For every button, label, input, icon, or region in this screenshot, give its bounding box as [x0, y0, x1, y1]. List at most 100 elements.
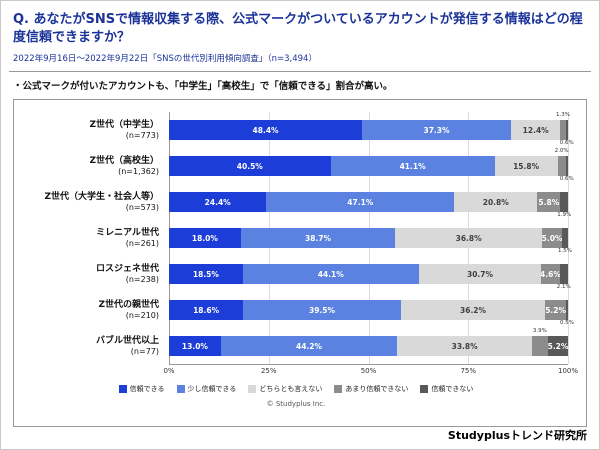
category-label: ロスジェネ世代 (n=238) [24, 264, 169, 285]
table-row: バブル世代以上 (n=77) 13.0% 44.2% 33.8% 3.9% 5.2% [24, 328, 569, 364]
chart-container: Z世代（中学生） (n=773) 48.4% 37.3% 12.4% 1.3% 0.6% Z世… [13, 99, 587, 428]
segment-value-label-outside: 0.6% [559, 176, 574, 183]
stacked-bar: 18.6% 39.5% 36.2% 5.2% 0.5% [169, 300, 574, 326]
category-name: Z世代（中学生） [89, 119, 159, 130]
bar-segment [562, 228, 568, 249]
header-divider [9, 71, 591, 73]
bar-segment [243, 300, 401, 321]
page-title: Q. あなたがSNSで情報収集する際、公式マークがついているアカウントが発信する… [13, 12, 583, 46]
category-n: (n=210) [125, 311, 159, 320]
segment-value-label: 33.8% [451, 341, 478, 351]
bar-segment [330, 156, 495, 177]
bar-segment [397, 336, 533, 357]
category-n: (n=773) [125, 131, 159, 140]
segment-value-label: 18.6% [193, 305, 220, 315]
segment-value-label: 13.0% [181, 341, 208, 351]
bar-segment [395, 228, 543, 249]
bar-segment [418, 264, 542, 285]
legend-label: 少し信頼できる [187, 385, 237, 394]
x-axis-tick: 0% [163, 367, 175, 376]
bar-rows: Z世代（中学生） (n=773) 48.4% 37.3% 12.4% 1.3% 0.6% Z世… [24, 112, 574, 364]
bar-segment [169, 120, 363, 141]
segment-value-label-outside: 2.0% [554, 148, 569, 155]
category-name: Z世代（大学生・社会人等） [44, 191, 159, 202]
bar-segment [542, 228, 562, 249]
bar-segment [510, 120, 561, 141]
category-name: ミレニアル世代 [96, 227, 159, 238]
category-name: バブル世代以上 [95, 335, 159, 346]
category-name: ロスジェネ世代 [95, 263, 159, 274]
copyright-text: © Studyplus Inc. [266, 400, 326, 409]
category-n: (n=77) [130, 347, 159, 356]
bar-segment [545, 300, 566, 321]
stacked-bar: 40.5% 41.1% 15.8% 2.0% 0.6% [169, 149, 574, 182]
bar-segment [537, 192, 561, 213]
segment-value-label-outside: 3.9% [532, 328, 547, 335]
header: Q. あなたがSNSで情報収集する際、公式マークがついているアカウントが発信する… [13, 11, 587, 64]
legend-item: 信頼できる [118, 384, 165, 394]
bar-segment [547, 336, 569, 357]
chart-plot-area: Z世代（中学生） (n=773) 48.4% 37.3% 12.4% 1.3% 0.6% Z世… [24, 112, 574, 365]
table-row: Z世代の親世代 (n=210) 18.6% 39.5% 36.2% 5.2% 0.5% [24, 292, 574, 328]
category-label: ミレニアル世代 (n=261) [24, 228, 169, 249]
bar-segment [565, 156, 568, 177]
bar-segment [560, 192, 568, 213]
stacked-bar: 18.0% 38.7% 36.8% 5.0% 1.5% [169, 228, 572, 254]
stacked-bar: 48.4% 37.3% 12.4% 1.3% 0.6% [169, 113, 574, 146]
bar-segment [169, 192, 267, 213]
category-n: (n=1,362) [118, 167, 159, 176]
segment-value-label: 4.6% [541, 269, 560, 279]
segment-value-label: 40.5% [236, 161, 263, 171]
segment-value-label: 36.2% [460, 305, 487, 315]
x-axis: 0% 25% 50% 75% 100% [163, 364, 578, 378]
segment-value-label: 15.8% [513, 161, 540, 171]
segment-value-label-outside: 1.5% [558, 248, 572, 255]
legend-swatch [334, 385, 343, 394]
category-label: Z世代の親世代 (n=210) [24, 300, 169, 321]
x-axis-tick: 75% [460, 367, 477, 376]
category-n: (n=573) [125, 203, 159, 212]
segment-value-label-outside: 0.5% [560, 320, 574, 327]
segment-value-label: 36.8% [455, 233, 482, 243]
segment-value-label: 41.1% [399, 161, 426, 171]
bar-segment [541, 264, 560, 285]
bar-segment [560, 120, 566, 141]
segment-value-label: 24.4% [204, 197, 231, 207]
stacked-bar: 18.5% 44.1% 30.7% 4.6% 2.1% [169, 264, 571, 290]
segment-value-label: 48.4% [252, 125, 279, 135]
bar-segment [169, 156, 331, 177]
bar-segment [565, 120, 568, 141]
legend-swatch [176, 385, 185, 394]
legend-label: どちらとも言えない [259, 385, 323, 394]
legend-label: 信頼できる [129, 385, 165, 394]
segment-value-label-outside: 1.3% [556, 112, 570, 119]
bar-segment [494, 156, 558, 177]
bar-segment [400, 300, 546, 321]
bar-segment [169, 300, 244, 321]
table-row: Z世代（大学生・社会人等） (n=573) 24.4% 47.1% 20.8% 5.8% 1… [24, 184, 571, 220]
gridline [568, 112, 569, 365]
segment-value-label: 12.4% [522, 125, 549, 135]
bar-segment [169, 228, 241, 249]
bar-segment [532, 336, 548, 357]
legend-swatch [420, 385, 429, 394]
legend-label: あまり信頼できない [345, 385, 409, 394]
stacked-bar: 24.4% 47.1% 20.8% 5.8% 1.9% [169, 192, 571, 218]
bar-segment [169, 336, 221, 357]
table-row: Z世代（高校生） (n=1,362) 40.5% 41.1% 15.8% 2.0% 0.6% [24, 148, 574, 184]
bar-segment [169, 264, 243, 285]
x-axis-tick: 25% [260, 367, 277, 376]
category-label: バブル世代以上 (n=77) [24, 336, 169, 357]
segment-value-label: 5.2% [545, 305, 566, 315]
category-n: (n=261) [125, 239, 159, 248]
category-label: Z世代（高校生） (n=1,362) [24, 156, 169, 177]
category-name: Z世代（高校生） [89, 155, 159, 166]
segment-value-label: 37.3% [423, 125, 450, 135]
segment-value-label: 47.1% [347, 197, 374, 207]
segment-value-label: 18.5% [192, 269, 219, 279]
category-label: Z世代（大学生・社会人等） (n=573) [24, 192, 169, 213]
category-label: Z世代（中学生） (n=773) [24, 120, 169, 141]
segment-value-label: 39.5% [308, 305, 336, 315]
bar-segment [242, 264, 419, 285]
